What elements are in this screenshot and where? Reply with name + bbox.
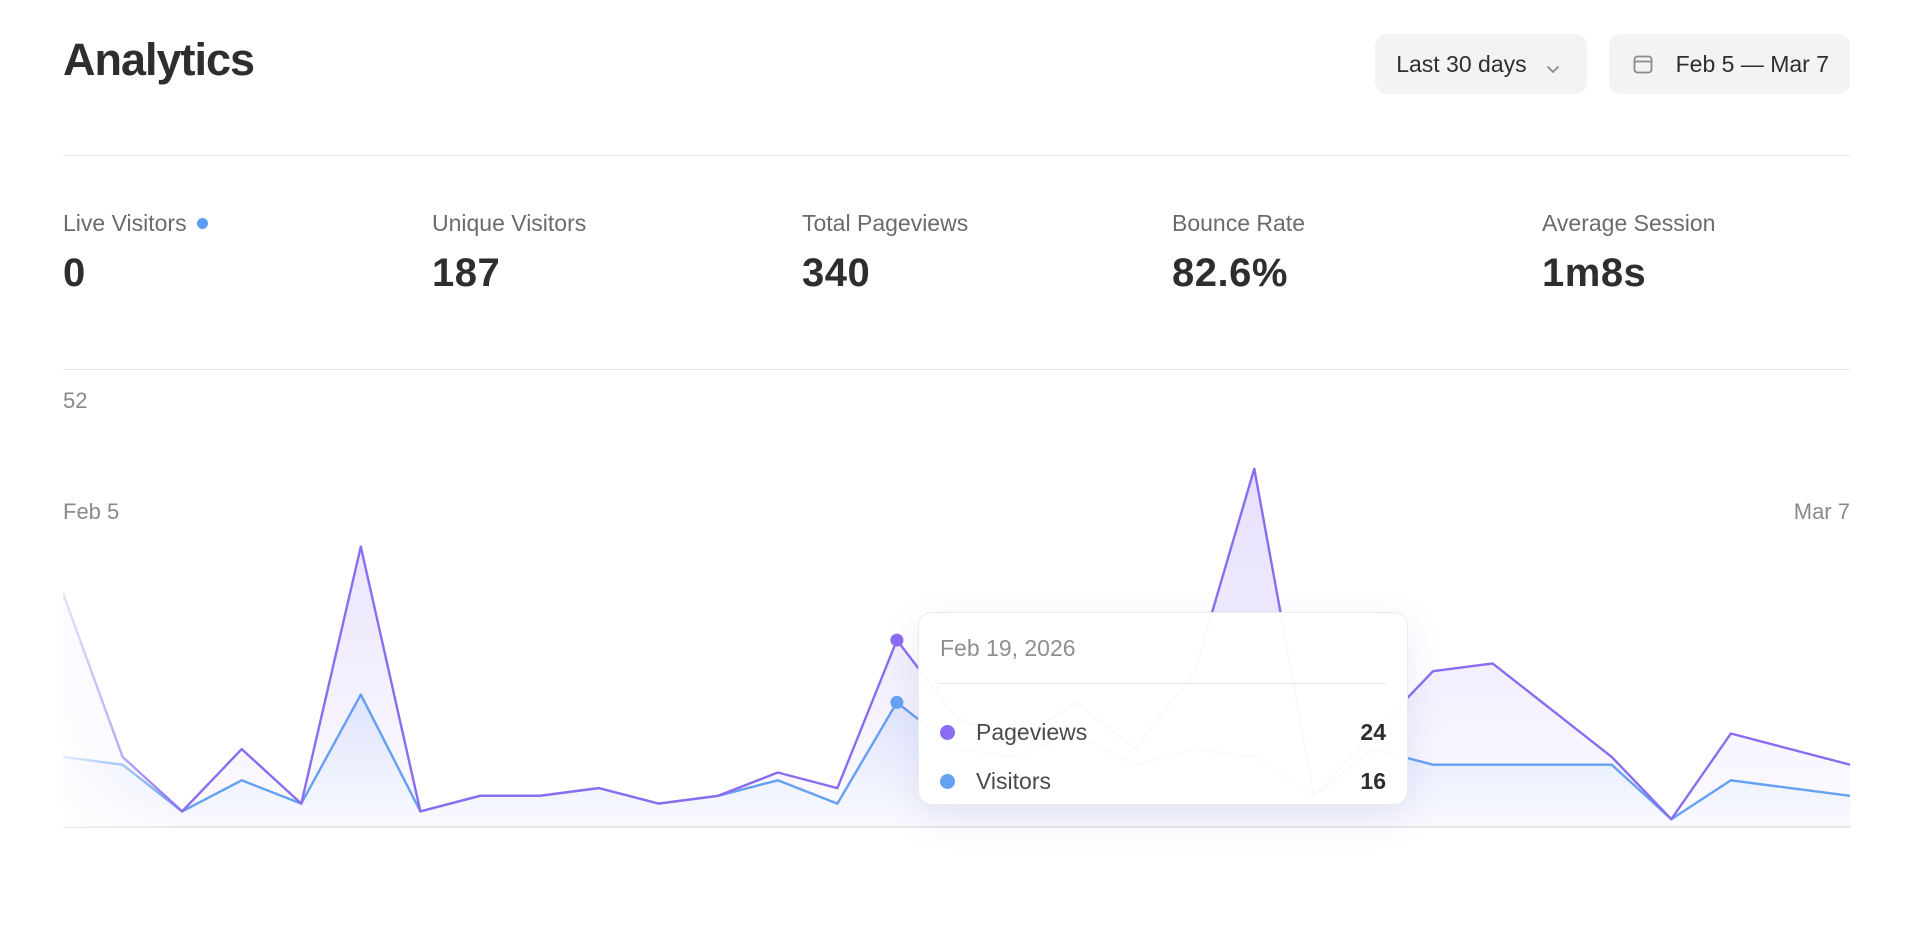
- stat-label: Bounce Rate: [1172, 210, 1305, 236]
- stat-label: Total Pageviews: [802, 210, 969, 236]
- tooltip-series-name: Pageviews: [976, 718, 1088, 745]
- page-title: Analytics: [63, 34, 255, 85]
- calendar-icon: [1632, 53, 1654, 75]
- stat-average-session: Average Session 1m8s: [1542, 210, 1715, 296]
- stat-label: Unique Visitors: [432, 210, 587, 236]
- chevron-down-icon: [1545, 56, 1561, 73]
- stat-bounce-rate: Bounce Rate 82.6%: [1172, 210, 1305, 296]
- chart-left-fade: [63, 370, 183, 827]
- x-axis-start-label: Feb 5: [63, 499, 120, 524]
- stat-value: 0: [63, 251, 86, 295]
- date-range-button[interactable]: Feb 5 — Mar 7: [1608, 34, 1850, 94]
- tooltip-series-value: 16: [1360, 767, 1386, 794]
- stat-unique-visitors: Unique Visitors 187: [432, 210, 586, 296]
- visitors-highlight-point: [890, 695, 904, 709]
- tooltip-row-pageviews: Pageviews 24: [940, 717, 1386, 747]
- chart-tooltip: Feb 19, 2026 Pageviews 24 Visitors 16: [918, 612, 1408, 805]
- stat-live-visitors: Live Visitors 0: [63, 210, 208, 296]
- stat-total-pageviews: Total Pageviews 340: [802, 210, 968, 296]
- x-axis-end-label: Mar 7: [1793, 499, 1850, 524]
- stat-value: 187: [432, 251, 501, 295]
- stat-value: 82.6%: [1172, 251, 1288, 295]
- tooltip-date: Feb 19, 2026: [940, 635, 1076, 661]
- header-controls: Last 30 days Feb 5 — Mar 7: [1375, 34, 1850, 94]
- header-divider: [63, 155, 1850, 156]
- stats-row: Live Visitors 0 Unique Visitors 187 Tota…: [63, 210, 1850, 310]
- page-header: Analytics Last 30 days Feb 5 — Mar 7: [63, 30, 1850, 96]
- tooltip-series-name: Visitors: [976, 767, 1051, 794]
- y-axis-max-label: 52: [63, 388, 88, 413]
- visitors-dot-icon: [940, 773, 955, 789]
- stat-value: 1m8s: [1542, 251, 1647, 295]
- tooltip-series-value: 24: [1360, 718, 1386, 745]
- range-select-label: Last 30 days: [1396, 50, 1527, 77]
- tooltip-row-visitors: Visitors 16: [940, 766, 1386, 796]
- stat-value: 340: [802, 251, 871, 295]
- pageviews-highlight-point: [890, 633, 904, 647]
- date-range-label: Feb 5 — Mar 7: [1675, 50, 1829, 77]
- tooltip-divider: [940, 683, 1386, 684]
- live-indicator-dot: [196, 218, 208, 229]
- stat-label: Live Visitors: [63, 210, 187, 236]
- range-select[interactable]: Last 30 days: [1375, 34, 1587, 94]
- stat-label: Average Session: [1542, 210, 1716, 236]
- stats-divider: [63, 369, 1850, 370]
- pageviews-dot-icon: [940, 724, 955, 740]
